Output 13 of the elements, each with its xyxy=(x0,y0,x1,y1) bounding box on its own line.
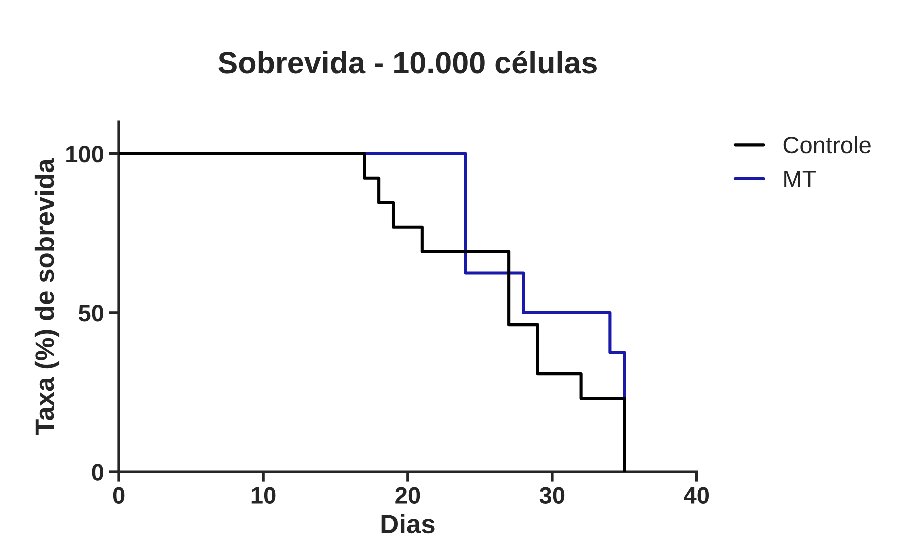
x-tick-label: 0 xyxy=(113,487,125,504)
y-tick-label: 100 xyxy=(66,146,104,163)
x-tick-label: 10 xyxy=(252,487,276,504)
x-tick-label: 40 xyxy=(684,487,710,504)
x-tick-label: 20 xyxy=(396,487,420,504)
y-tick-label: 50 xyxy=(78,305,104,322)
chart-title: Sobrevida - 10.000 células xyxy=(218,51,597,74)
legend-label: MT xyxy=(784,171,816,188)
x-tick-label: 30 xyxy=(540,487,565,504)
y-axis-title: Taxa (%) de sobrevida xyxy=(34,158,60,436)
y-tick-label: 0 xyxy=(92,464,104,481)
x-axis-title: Dias xyxy=(382,514,435,534)
legend-label: Controle xyxy=(784,136,871,154)
